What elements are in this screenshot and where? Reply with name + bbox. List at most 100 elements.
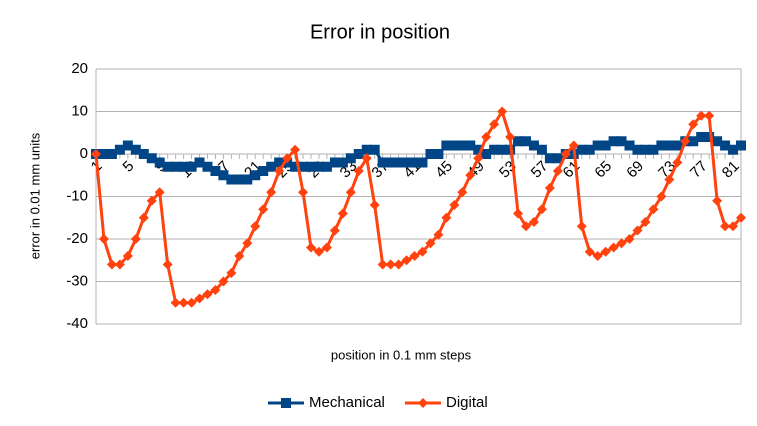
marker xyxy=(513,136,524,147)
marker xyxy=(114,259,125,270)
x-tick-label: 53 xyxy=(496,158,520,182)
marker xyxy=(600,140,611,151)
marker xyxy=(138,149,149,159)
marker xyxy=(313,161,324,172)
marker xyxy=(513,208,524,219)
marker xyxy=(130,144,141,155)
marker xyxy=(194,157,205,168)
marker xyxy=(98,234,109,244)
y-tick-label: 10 xyxy=(71,102,88,119)
marker xyxy=(465,170,476,181)
marker xyxy=(345,153,356,164)
series-0 xyxy=(91,132,746,185)
marker xyxy=(274,157,285,168)
marker xyxy=(186,297,197,308)
marker xyxy=(345,187,356,198)
marker xyxy=(648,204,659,215)
marker xyxy=(202,161,213,172)
marker xyxy=(728,221,739,232)
marker xyxy=(298,187,309,198)
marker xyxy=(258,204,269,215)
marker xyxy=(544,153,555,164)
marker xyxy=(712,195,723,206)
marker xyxy=(154,157,165,168)
marker xyxy=(552,153,563,164)
x-tick-label: 81 xyxy=(719,158,743,182)
marker xyxy=(337,157,348,168)
marker xyxy=(544,183,555,193)
marker xyxy=(600,246,611,257)
marker xyxy=(457,140,468,151)
marker xyxy=(457,187,468,198)
marker xyxy=(680,136,691,147)
marker xyxy=(720,140,731,151)
marker xyxy=(321,242,332,253)
series-1 xyxy=(91,106,746,308)
marker xyxy=(122,140,133,151)
marker xyxy=(489,119,500,130)
marker xyxy=(298,161,309,172)
marker xyxy=(282,153,293,164)
marker xyxy=(497,144,508,155)
marker xyxy=(234,251,245,261)
x-tick-label: 69 xyxy=(623,158,647,182)
marker xyxy=(576,144,587,155)
marker xyxy=(329,225,340,236)
marker xyxy=(178,297,189,308)
marker xyxy=(170,297,181,308)
marker xyxy=(584,246,595,257)
marker xyxy=(154,187,165,198)
marker xyxy=(584,144,595,155)
marker xyxy=(250,170,261,181)
marker xyxy=(433,149,444,159)
marker xyxy=(521,221,531,232)
marker xyxy=(688,136,699,147)
marker xyxy=(377,157,388,168)
marker xyxy=(226,268,237,278)
marker xyxy=(162,259,173,270)
marker xyxy=(664,174,675,185)
marker xyxy=(656,140,667,151)
marker xyxy=(106,259,117,270)
marker xyxy=(138,212,149,223)
marker xyxy=(624,234,635,244)
marker xyxy=(696,132,707,142)
marker xyxy=(290,144,301,155)
marker xyxy=(393,157,404,168)
marker xyxy=(337,208,348,219)
marker xyxy=(306,242,316,253)
marker xyxy=(441,140,452,151)
marker xyxy=(720,221,731,232)
marker xyxy=(226,174,237,185)
marker xyxy=(218,170,229,181)
marker xyxy=(497,106,508,117)
marker xyxy=(274,166,285,176)
marker xyxy=(528,217,539,227)
marker xyxy=(242,174,253,185)
y-axis-label: error in 0.01 mm units xyxy=(27,132,42,259)
marker xyxy=(281,398,291,408)
marker xyxy=(178,161,189,172)
marker xyxy=(186,161,197,172)
x-tick-label: 5 xyxy=(120,158,138,176)
marker xyxy=(353,149,364,159)
marker xyxy=(146,195,157,206)
marker xyxy=(664,140,675,151)
x-tick-label: 45 xyxy=(432,158,456,182)
marker xyxy=(353,166,364,176)
marker xyxy=(648,144,659,155)
marker xyxy=(401,255,412,266)
marker xyxy=(640,144,651,155)
marker xyxy=(433,229,444,240)
marker xyxy=(425,149,436,159)
marker xyxy=(481,132,492,142)
marker xyxy=(608,242,619,253)
marker xyxy=(321,161,332,172)
marker xyxy=(632,144,643,155)
marker xyxy=(290,161,301,172)
marker xyxy=(202,289,213,300)
marker xyxy=(306,161,316,172)
marker xyxy=(266,161,277,172)
marker xyxy=(210,166,221,176)
